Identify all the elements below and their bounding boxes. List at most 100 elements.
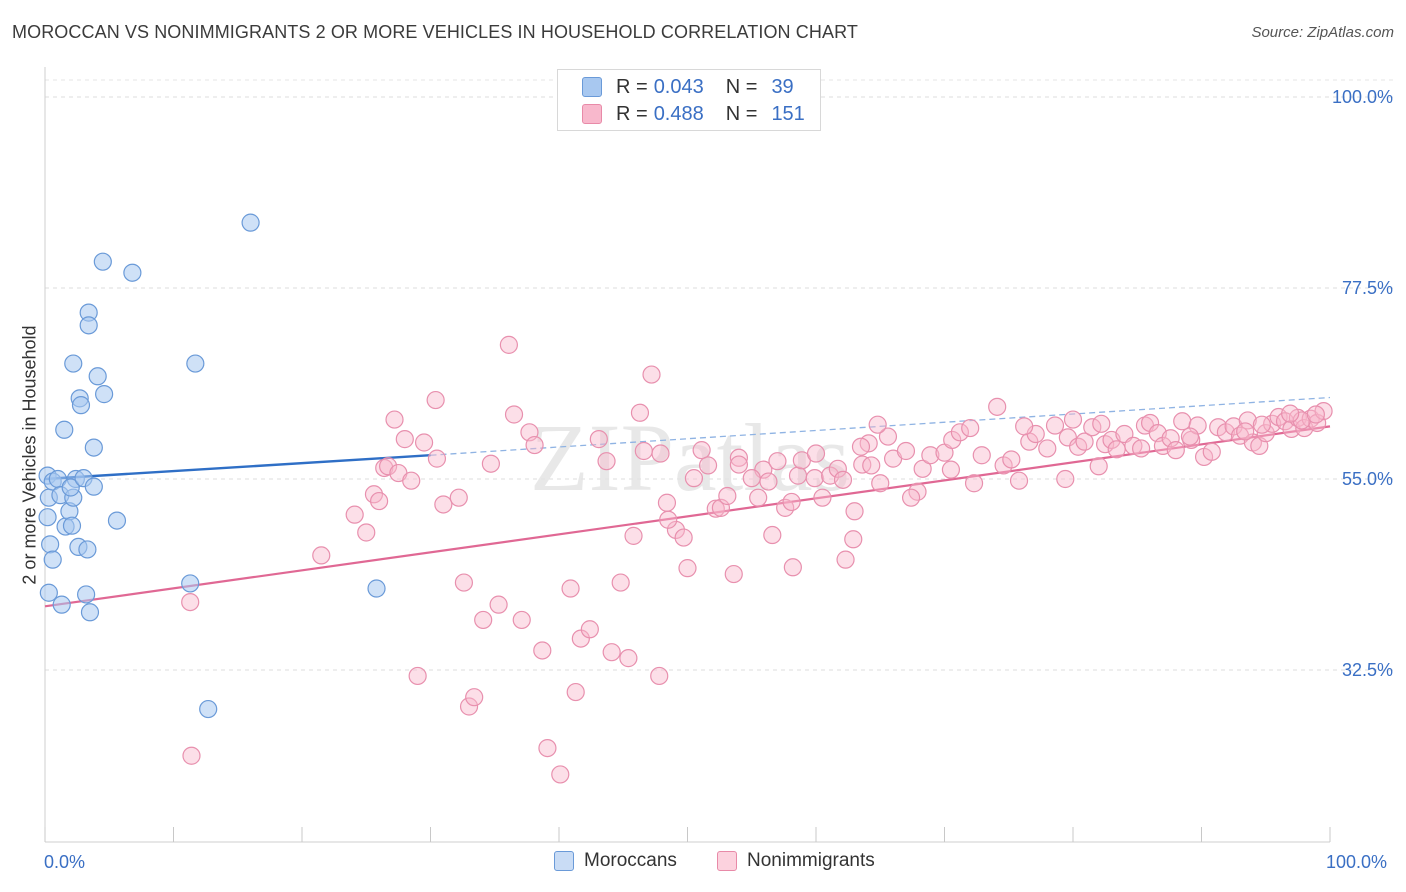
nonimmigrants-point bbox=[878, 427, 898, 446]
moroccans-point bbox=[62, 516, 82, 535]
nonimmigrants-point bbox=[1015, 417, 1034, 436]
nonimmigrants-point bbox=[759, 472, 778, 491]
nonimmigrants-point bbox=[427, 449, 447, 468]
nonimmigrants-point bbox=[666, 520, 686, 540]
nonimmigrants-point bbox=[357, 523, 376, 542]
nonimmigrants-point bbox=[414, 433, 434, 452]
moroccans-point bbox=[79, 316, 98, 335]
nonimmigrants-point bbox=[901, 488, 921, 507]
nonimmigrants-point bbox=[1056, 469, 1075, 489]
moroccans-point bbox=[77, 585, 96, 604]
moroccans-point bbox=[186, 354, 205, 373]
nonimmigrants-point bbox=[481, 454, 500, 473]
moroccans-point bbox=[181, 574, 200, 593]
legend-swatch-moroccans bbox=[554, 851, 574, 871]
nonimmigrants-point bbox=[851, 437, 871, 456]
nonimmigrants-point bbox=[512, 610, 531, 630]
moroccans-point bbox=[55, 420, 74, 439]
legend-row-nonimmigrants: R = 0.488 N = 151 bbox=[582, 102, 805, 126]
nonimmigrants-point bbox=[1009, 471, 1029, 490]
r-value: 0.488 bbox=[653, 102, 704, 125]
nonimmigrants-point bbox=[619, 649, 638, 668]
nonimmigrants-point bbox=[634, 441, 653, 461]
y-tick-label: 100.0% bbox=[1331, 87, 1393, 107]
nonimmigrants-point bbox=[624, 526, 643, 545]
nonimmigrants-point bbox=[1236, 422, 1255, 441]
r-value: 0.043 bbox=[653, 75, 704, 98]
nonimmigrants-point bbox=[964, 474, 984, 493]
nonimmigrants-point bbox=[1202, 442, 1221, 461]
moroccans-trend-line bbox=[44, 454, 431, 481]
nonimmigrants-point bbox=[706, 499, 725, 518]
nonimmigrants-point bbox=[1132, 439, 1151, 458]
nonimmigrants-point bbox=[844, 530, 863, 549]
nonimmigrants-point bbox=[1092, 414, 1111, 433]
nonimmigrants-point bbox=[1161, 429, 1180, 448]
legend-swatch-moroccans bbox=[582, 77, 602, 97]
nonimmigrants-point bbox=[692, 441, 711, 460]
nonimmigrants-point bbox=[871, 474, 890, 493]
nonimmigrants-point bbox=[650, 666, 669, 686]
legend-swatch-nonimmigrants bbox=[717, 851, 737, 871]
nonimmigrants-point bbox=[698, 456, 718, 475]
legend-item-moroccans: Moroccans bbox=[554, 850, 677, 872]
moroccans-trend-extension bbox=[430, 396, 1331, 456]
moroccans-point bbox=[93, 252, 112, 271]
nonimmigrants-point bbox=[611, 573, 630, 592]
nonimmigrants-point bbox=[1281, 404, 1300, 423]
axes bbox=[44, 67, 1331, 843]
moroccans-point bbox=[39, 583, 58, 602]
moroccans-point bbox=[38, 508, 57, 527]
nonimmigrants-point bbox=[862, 456, 881, 475]
nonimmigrants-point bbox=[1002, 450, 1021, 469]
nonimmigrants-point bbox=[1252, 415, 1271, 434]
nonimmigrants-point bbox=[489, 595, 508, 614]
moroccans-point bbox=[84, 477, 103, 496]
y-axis-label: 2 or more Vehicles in Household bbox=[19, 325, 40, 585]
nonimmigrants-point bbox=[988, 397, 1007, 416]
nonimmigrants-point bbox=[1075, 432, 1094, 451]
nonimmigrants-point bbox=[913, 459, 932, 478]
nonimmigrants-point bbox=[1107, 440, 1126, 459]
y-tick-label: 55.0% bbox=[1341, 469, 1393, 489]
nonimmigrants-point bbox=[729, 448, 749, 467]
nonimmigrants-point bbox=[630, 403, 650, 422]
nonimmigrants-point bbox=[580, 620, 599, 639]
moroccans-point bbox=[78, 540, 97, 559]
nonimmigrants-point bbox=[833, 470, 853, 489]
moroccans-point bbox=[43, 550, 62, 569]
moroccans-point bbox=[199, 699, 218, 719]
nonimmigrants-point bbox=[1256, 424, 1275, 443]
nonimmigrants-point bbox=[533, 641, 552, 660]
nonimmigrants-point bbox=[657, 493, 677, 512]
nonimmigrants-point bbox=[678, 559, 697, 578]
x-tick-label: 100.0% bbox=[1326, 852, 1388, 872]
moroccans-point bbox=[241, 213, 260, 232]
moroccans-point bbox=[71, 396, 91, 415]
nonimmigrants-point bbox=[943, 430, 962, 450]
watermark: ZIPatlas bbox=[530, 404, 850, 511]
nonimmigrants-point bbox=[1238, 411, 1257, 430]
nonimmigrants-point bbox=[813, 488, 832, 507]
nonimmigrants-point bbox=[589, 430, 608, 449]
source-label: Source: ZipAtlas.com bbox=[1251, 24, 1394, 41]
nonimmigrants-point bbox=[896, 441, 916, 461]
nonimmigrants-point bbox=[659, 510, 678, 529]
nonimmigrants-point bbox=[1140, 413, 1160, 433]
nonimmigrants-point bbox=[561, 579, 580, 598]
nonimmigrants-point bbox=[597, 452, 616, 471]
nonimmigrants-point bbox=[806, 444, 826, 463]
nonimmigrants-point bbox=[1045, 416, 1065, 435]
nonimmigrants-point bbox=[729, 455, 749, 474]
nonimmigrants-point bbox=[836, 550, 855, 569]
nonimmigrants-point bbox=[749, 488, 768, 507]
nonimmigrants-point bbox=[805, 469, 824, 488]
chart-title: MOROCCAN VS NONIMMIGRANTS 2 OR MORE VEHI… bbox=[12, 22, 858, 42]
moroccans-point bbox=[95, 385, 114, 404]
correlation-legend: R = 0.043 N = 39 R = 0.488 N = 151 bbox=[557, 69, 821, 131]
moroccans-point bbox=[64, 354, 83, 373]
gridlines bbox=[45, 79, 1395, 671]
nonimmigrants-point bbox=[961, 418, 980, 438]
nonimmigrants-point bbox=[474, 610, 493, 630]
